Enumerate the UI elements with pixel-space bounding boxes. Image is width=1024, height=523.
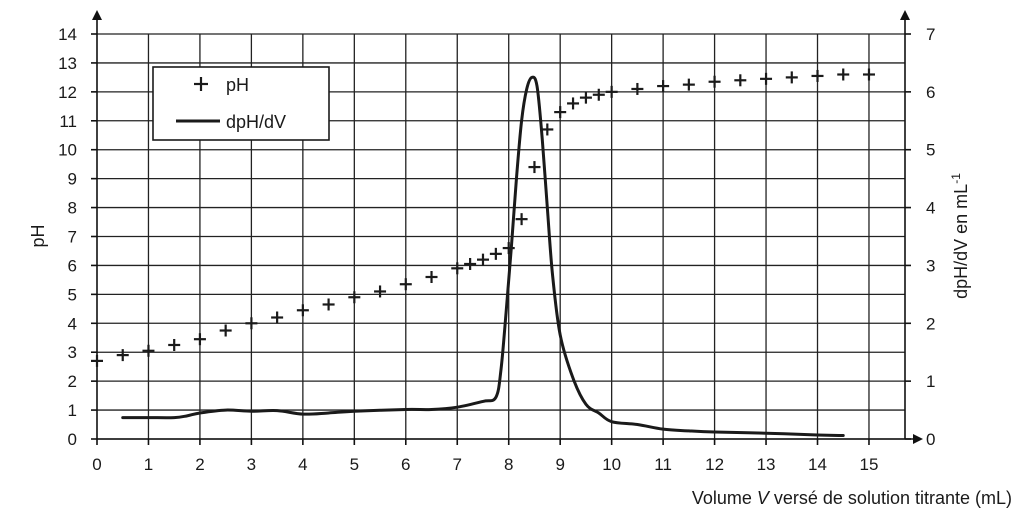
y-left-tick-label: 12	[58, 83, 77, 102]
y-left-tick-label: 6	[68, 256, 77, 275]
dphdv-curve	[121, 75, 845, 438]
x-axis-label: Volume V versé de solution titrante (mL)	[692, 488, 1012, 508]
y-axis-left-label: pH	[28, 224, 48, 247]
y-axis-left-arrow	[92, 10, 102, 20]
x-tick-label: 3	[247, 455, 256, 474]
ph-point	[631, 82, 644, 95]
legend-plus-marker	[194, 77, 208, 91]
ph-point	[785, 71, 798, 84]
ph-point	[541, 123, 554, 136]
ph-point	[322, 298, 335, 311]
y-left-tick-label: 11	[59, 112, 77, 131]
x-tick-label: 7	[453, 455, 462, 474]
y-left-tick-label: 10	[58, 141, 77, 160]
ph-point	[657, 80, 670, 93]
y-left-tick-label: 2	[68, 372, 77, 391]
ph-point	[837, 68, 850, 81]
y-left-tick-label: 13	[58, 54, 77, 73]
ph-point	[374, 285, 387, 298]
y-right-tick-label: 3	[926, 256, 935, 275]
ph-point	[296, 304, 309, 317]
ph-point	[811, 69, 824, 82]
x-tick-label: 12	[705, 455, 724, 474]
dphdv-series	[121, 75, 845, 438]
ph-point	[271, 311, 284, 324]
y-right-tick-label: 5	[926, 141, 935, 160]
y-right-tick-label: 2	[926, 314, 935, 333]
ph-point	[91, 354, 103, 367]
x-tick-label: 5	[350, 455, 359, 474]
y-right-tick-label: 1	[926, 372, 935, 391]
ph-point	[862, 68, 875, 81]
y-left-tick-label: 7	[68, 228, 77, 247]
x-tick-label: 10	[602, 455, 621, 474]
ph-point	[734, 74, 747, 87]
ph-point	[464, 257, 477, 270]
y-left-tick-label: 3	[68, 343, 77, 362]
x-tick-label: 8	[504, 455, 513, 474]
ph-point	[476, 253, 489, 266]
ph-point	[142, 344, 155, 357]
ph-point	[515, 213, 528, 226]
ph-point	[399, 278, 412, 291]
y-left-tick-label: 0	[68, 430, 77, 449]
y-left-tick-label: 8	[68, 199, 77, 218]
y-left-tick-label: 9	[68, 170, 77, 189]
y-left-tick-label: 1	[68, 401, 77, 420]
chart-axes	[91, 10, 923, 445]
ph-point	[567, 97, 580, 110]
ph-point	[708, 75, 721, 88]
y-left-tick-label: 14	[58, 25, 77, 44]
x-tick-label: 13	[757, 455, 776, 474]
ph-point	[528, 161, 541, 174]
ph-point	[348, 291, 361, 304]
x-tick-label: 11	[654, 455, 672, 474]
x-tick-label: 15	[860, 455, 879, 474]
y-right-tick-label: 4	[926, 199, 935, 218]
ph-point	[116, 349, 129, 362]
legend-box	[152, 66, 330, 141]
x-tick-labels: 0 1 2 3 4 5 6 7 8 9 10 11 12 13 14 15	[92, 455, 878, 474]
y-right-tick-label: 0	[926, 430, 935, 449]
ph-point	[592, 88, 605, 101]
x-axis-arrow	[913, 434, 923, 444]
ph-point	[682, 78, 695, 91]
ph-point	[760, 72, 773, 85]
x-tick-label: 14	[808, 455, 827, 474]
ph-point	[219, 324, 232, 337]
x-tick-label: 1	[144, 455, 153, 474]
ph-point	[605, 85, 618, 98]
legend-label-dphdv: dpH/dV	[226, 112, 286, 132]
x-tick-label: 9	[555, 455, 564, 474]
x-tick-label: 0	[92, 455, 101, 474]
ph-point	[245, 317, 258, 330]
x-tick-label: 4	[298, 455, 307, 474]
legend-label-ph: pH	[226, 75, 249, 95]
y-right-tick-label: 7	[926, 25, 935, 44]
chart-legend: pH dpH/dV	[152, 66, 330, 141]
y-right-tick-labels: 0 1 2 3 4 5 6 7	[926, 25, 935, 449]
ph-point	[451, 262, 464, 275]
y-left-tick-label: 4	[68, 314, 77, 333]
ph-point	[193, 333, 206, 346]
y-axis-right-label: dpH/dV en mL-1	[949, 173, 971, 299]
ph-point	[579, 91, 592, 104]
x-tick-label: 2	[195, 455, 204, 474]
ph-point	[489, 247, 502, 260]
ph-point	[425, 271, 438, 283]
y-axis-right-arrow	[900, 10, 910, 20]
x-tick-label: 6	[401, 455, 410, 474]
ph-point	[168, 338, 181, 351]
ph-series	[91, 68, 875, 367]
y-right-tick-label: 6	[926, 83, 935, 102]
ph-point	[554, 106, 567, 119]
y-left-tick-label: 5	[68, 285, 77, 304]
